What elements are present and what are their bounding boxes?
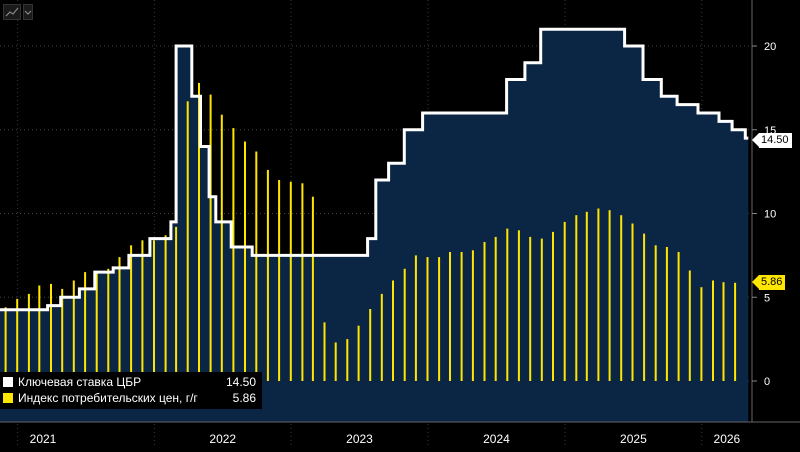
cpi-bar bbox=[426, 257, 429, 381]
cpi-bar bbox=[175, 226, 178, 381]
cpi-bar bbox=[198, 82, 200, 382]
cpi-bar bbox=[700, 287, 703, 381]
cpi-bar bbox=[494, 236, 497, 381]
cpi-bar bbox=[301, 183, 304, 381]
legend-label-cpi: Индекс потребительских цен, г/г bbox=[18, 391, 198, 405]
cpi-bar bbox=[107, 268, 110, 381]
cpi-bar bbox=[130, 245, 133, 381]
cpi-bar bbox=[209, 94, 212, 381]
key-rate-area bbox=[0, 29, 749, 423]
cpi-bar bbox=[118, 257, 121, 381]
cpi-bar bbox=[460, 252, 463, 381]
cpi-bar bbox=[323, 322, 326, 381]
x-tick-label-year: 2025 bbox=[620, 432, 647, 446]
cpi-bar bbox=[654, 245, 657, 381]
cpi-bar bbox=[517, 230, 520, 382]
cpi-bar bbox=[414, 255, 417, 381]
x-tick-label-year: 2023 bbox=[346, 432, 373, 446]
line-chart-icon[interactable] bbox=[3, 4, 21, 20]
x-tick-label-year: 2026 bbox=[713, 432, 741, 446]
x-tick-label-year: 2022 bbox=[209, 432, 237, 446]
key-rate-line bbox=[0, 27, 749, 312]
cpi-bar bbox=[608, 210, 611, 381]
cpi-bar bbox=[734, 282, 737, 381]
cpi-bar bbox=[540, 238, 543, 381]
cpi-bar bbox=[141, 240, 144, 381]
cpi-bar bbox=[449, 252, 451, 381]
cpi-bar bbox=[61, 288, 64, 381]
cpi-tag-pointer bbox=[752, 275, 759, 289]
cpi-bar bbox=[346, 339, 349, 381]
cpi-bar bbox=[72, 280, 75, 381]
cpi-bar bbox=[334, 342, 337, 381]
cpi-bar bbox=[585, 211, 588, 381]
cpi-bar bbox=[438, 257, 441, 381]
rate-last-value-tag: 14.50 bbox=[759, 133, 792, 148]
cpi-bar bbox=[597, 208, 600, 381]
y-tick-label: 0 bbox=[764, 376, 770, 388]
cpi-bar bbox=[95, 272, 98, 381]
cpi-bar bbox=[665, 247, 668, 381]
cpi-bar bbox=[220, 114, 223, 381]
legend-value-key-rate: 14.50 bbox=[225, 375, 256, 389]
cpi-bar bbox=[232, 128, 235, 381]
legend-item-key-rate: Ключевая ставка ЦБР 14.50 bbox=[3, 374, 262, 390]
cpi-bar bbox=[255, 151, 258, 381]
cpi-bar bbox=[16, 298, 19, 381]
cpi-bar bbox=[244, 141, 246, 381]
y-tick-label: 5 bbox=[764, 292, 770, 304]
cpi-bar bbox=[380, 293, 383, 381]
cpi-bar bbox=[311, 196, 314, 381]
legend-item-cpi: Индекс потребительских цен, г/г 5.86 bbox=[3, 390, 262, 406]
chevron-down-icon[interactable] bbox=[23, 4, 33, 20]
cpi-bar bbox=[563, 221, 566, 381]
x-tick-label-year: 2024 bbox=[483, 432, 510, 446]
cpi-bar bbox=[84, 272, 87, 381]
rate-tag-pointer bbox=[752, 133, 759, 147]
cpi-bar bbox=[529, 236, 532, 381]
cpi-bar bbox=[688, 270, 691, 381]
chart-legend: Ключевая ставка ЦБР 14.50 Индекс потреби… bbox=[0, 372, 262, 409]
cpi-bar bbox=[506, 228, 509, 381]
cpi-bar bbox=[4, 307, 7, 381]
cpi-bar bbox=[643, 233, 646, 381]
cpi-bar bbox=[50, 283, 52, 381]
cpi-bar bbox=[722, 282, 725, 381]
cpi-bar bbox=[278, 180, 281, 381]
cpi-bar bbox=[483, 242, 486, 381]
cpi-bar bbox=[289, 181, 292, 381]
cpi-bar bbox=[403, 268, 406, 381]
cpi-bar bbox=[631, 223, 634, 381]
cpi-bar bbox=[38, 285, 41, 381]
cpi-bar bbox=[186, 101, 189, 382]
legend-value-cpi: 5.86 bbox=[232, 391, 256, 405]
y-tick-label: 20 bbox=[764, 41, 776, 53]
legend-swatch-cpi bbox=[3, 393, 13, 403]
cpi-bar bbox=[392, 280, 394, 381]
cpi-bar bbox=[266, 169, 269, 381]
y-tick-label: 10 bbox=[764, 209, 776, 221]
cpi-bar bbox=[552, 231, 554, 381]
cpi-last-value-tag: 5.86 bbox=[759, 275, 786, 290]
cpi-bar bbox=[27, 293, 30, 381]
cpi-bar bbox=[677, 252, 680, 381]
cpi-bar bbox=[712, 280, 714, 381]
cpi-bar bbox=[164, 235, 167, 381]
cpi-bar bbox=[153, 240, 155, 381]
cpi-bar bbox=[620, 215, 623, 381]
legend-swatch-key-rate bbox=[3, 377, 13, 387]
x-tick-label-year: 2021 bbox=[29, 432, 57, 446]
cpi-bar bbox=[369, 309, 372, 381]
chart-toolbar bbox=[3, 4, 33, 20]
cpi-bar bbox=[575, 215, 578, 381]
legend-label-key-rate: Ключевая ставка ЦБР bbox=[18, 375, 142, 389]
cpi-bar bbox=[471, 250, 474, 381]
cpi-bar bbox=[357, 325, 360, 381]
